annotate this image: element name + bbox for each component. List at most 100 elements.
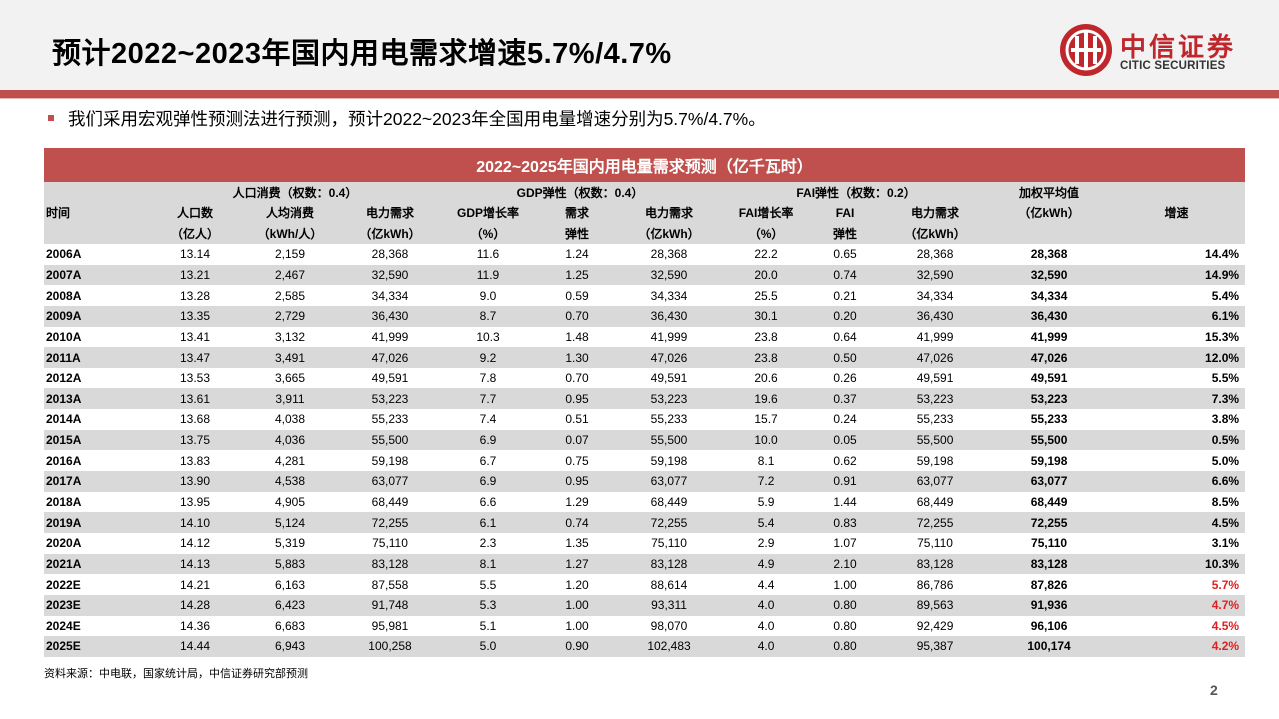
table-cell: 59,198 [616,450,723,472]
table-cell: 6,423 [238,594,342,616]
table-cell: 3,665 [238,367,342,389]
forecast-table: 2022~2025年国内用电量需求预测（亿千瓦时） 人口消费（权数：0.4） G… [44,148,1246,657]
table-cell: 102,483 [616,636,723,657]
table-cell: 6.9 [438,429,538,451]
cell-weighted-avg: 75,110 [990,532,1109,554]
title-divider-thin [0,98,1279,99]
col-percap-unit: （kWh/人） [238,223,342,244]
table-cell: 6.7 [438,450,538,472]
table-caption: 2022~2025年国内用电量需求预测（亿千瓦时） [44,148,1245,182]
cell-weighted-avg: 59,198 [990,450,1109,472]
table-cell: 63,077 [342,471,438,492]
table-cell: 1.48 [538,326,616,348]
table-cell: 100,258 [342,636,438,657]
table-cell: 13.83 [152,450,238,472]
cell-growth: 6.1% [1108,305,1246,327]
table-cell: 1.25 [538,264,616,286]
table-cell: 6.1 [438,512,538,533]
table-cell: 72,255 [616,512,723,533]
table-cell: 0.80 [810,615,881,637]
table-cell: 0.07 [538,429,616,451]
row-year: 2011A [44,347,152,368]
row-year: 2009A [44,305,152,327]
table-cell: 6,163 [238,574,342,595]
cell-growth: 6.6% [1108,471,1246,492]
table-row: 2011A 13.47 3,491 47,026 9.2 1.30 47,026 23.8 0.… [44,347,1246,368]
cell-growth: 14.4% [1108,244,1246,265]
table-cell: 10.0 [722,429,811,451]
cell-growth: 12.0% [1108,347,1246,368]
table-cell: 34,334 [342,285,438,306]
table-cell: 4,281 [238,450,342,472]
cell-growth: 5.5% [1108,367,1246,389]
col-fai-demand: 电力需求 [880,202,991,223]
table-cell: 9.2 [438,347,538,368]
table-cell: 7.7 [438,388,538,410]
cell-weighted-avg: 91,936 [990,594,1109,616]
table-cell: 13.53 [152,367,238,389]
table-cell: 59,198 [342,450,438,472]
table-cell: 13.21 [152,264,238,286]
table-cell: 83,128 [616,553,723,575]
group-population: 人口消费（权数：0.4） [152,182,438,202]
table-cell: 86,786 [880,574,991,595]
table-cell: 36,430 [342,305,438,327]
table-cell: 55,233 [880,409,991,430]
table-cell: 13.35 [152,305,238,327]
col-pop-demand-unit: （亿kWh） [342,223,438,244]
bullet-square-icon [48,115,54,121]
table-cell: 1.35 [538,532,616,554]
cell-weighted-avg: 36,430 [990,305,1109,327]
table-cell: 0.83 [810,512,881,533]
cell-weighted-avg: 63,077 [990,471,1109,492]
table-cell: 8.7 [438,305,538,327]
table-cell: 75,110 [616,532,723,554]
table-cell: 0.50 [810,347,881,368]
table-row: 2012A 13.53 3,665 49,591 7.8 0.70 49,591 20.6 0.… [44,367,1246,389]
table-row: 2014A 13.68 4,038 55,233 7.4 0.51 55,233 15.7 0.… [44,409,1246,430]
table-cell: 4,538 [238,471,342,492]
table-cell: 59,198 [880,450,991,472]
table-row: 2007A 13.21 2,467 32,590 11.9 1.25 32,590 20.0 0… [44,264,1246,286]
cell-growth: 5.7% [1108,574,1246,595]
table-cell: 83,128 [880,553,991,575]
table-cell: 75,110 [880,532,991,554]
table-cell: 0.20 [810,305,881,327]
table-row: 2010A 13.41 3,132 41,999 10.3 1.48 41,999 23.8 0… [44,326,1246,348]
row-year: 2022E [44,574,152,595]
table-cell: 53,223 [616,388,723,410]
table-cell: 4.0 [722,636,811,657]
source-note: 资料来源：中电联，国家统计局，中信证券研究部预测 [44,668,308,680]
table-cell: 1.00 [538,615,616,637]
cell-growth: 4.5% [1108,615,1246,637]
table-cell: 23.8 [722,326,811,348]
table-cell: 88,614 [616,574,723,595]
table-cell: 34,334 [616,285,723,306]
table-cell: 5,124 [238,512,342,533]
table-cell: 75,110 [342,532,438,554]
table-cell: 92,429 [880,615,991,637]
row-year: 2023E [44,594,152,616]
table-cell: 49,591 [880,367,991,389]
table-row: 2020A 14.12 5,319 75,110 2.3 1.35 75,110 2.9 1.0… [44,532,1246,554]
col-gdp-elastic: 需求 [538,202,616,223]
table-cell: 22.2 [722,244,811,265]
table-cell: 0.90 [538,636,616,657]
row-year: 2020A [44,532,152,554]
col-gdp-demand: 电力需求 [616,202,723,223]
table-cell: 4.4 [722,574,811,595]
table-cell: 63,077 [616,471,723,492]
table-row: 2009A 13.35 2,729 36,430 8.7 0.70 36,430 30.1 0.… [44,305,1246,327]
table-cell: 20.6 [722,367,811,389]
table-cell: 4,036 [238,429,342,451]
col-fai-demand-unit: （亿kWh） [880,223,991,244]
table-cell: 6,683 [238,615,342,637]
table-cell: 5,319 [238,532,342,554]
table-row: 2006A 13.14 2,159 28,368 11.6 1.24 28,368 22.2 0… [44,244,1246,265]
cell-weighted-avg: 55,233 [990,409,1109,430]
table-cell: 1.00 [810,574,881,595]
cell-growth: 4.2% [1108,636,1246,657]
table-cell: 83,128 [342,553,438,575]
table-cell: 41,999 [880,326,991,348]
bullet-point: 我们采用宏观弹性预测法进行预测，预计2022~2023年全国用电量增速分别为5.… [48,106,766,130]
